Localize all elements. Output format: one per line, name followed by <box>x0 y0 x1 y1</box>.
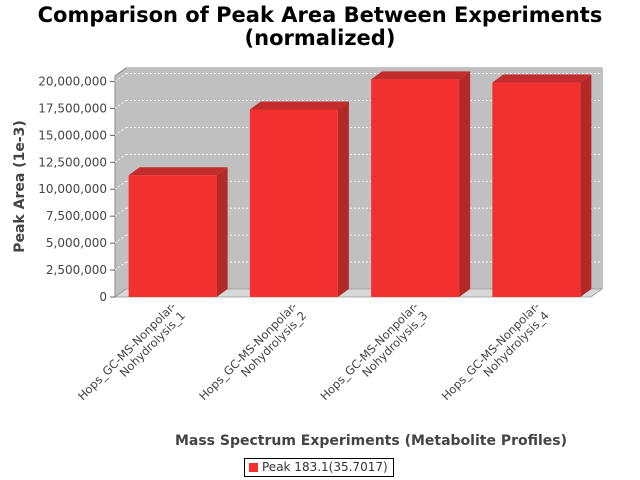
y-tick-label: 10,000,000 <box>38 182 107 196</box>
bar-top <box>128 167 228 176</box>
legend-swatch <box>249 463 258 472</box>
y-tick-label: 17,500,000 <box>38 101 107 115</box>
x-tick-label: Hops_GC-MS-Nonpolar- <box>317 299 421 403</box>
x-tick-label-group: Hops_GC-MS-Nonpolar-Nohydrolysis_3 <box>317 299 430 403</box>
x-tick-label: Hops_GC-MS-Nonpolar- <box>75 299 179 403</box>
y-axis-label: Peak Area (1e-3) <box>12 120 28 253</box>
x-tick-label: Hops_GC-MS-Nonpolar- <box>439 299 543 403</box>
bar-side <box>337 101 349 297</box>
y-tick-label: 0 <box>99 290 107 304</box>
plot-corner-line <box>114 67 127 77</box>
legend: Peak 183.1(35.7017) <box>244 458 394 477</box>
y-tick-label: 5,000,000 <box>46 236 107 250</box>
bar-top <box>249 101 349 110</box>
bar-side <box>216 167 228 297</box>
y-tick-label: 7,500,000 <box>46 209 107 223</box>
x-tick-label-group: Hops_GC-MS-Nonpolar-Nohydrolysis_1 <box>75 299 188 403</box>
y-tick-label: 20,000,000 <box>38 74 107 88</box>
legend-label: Peak 183.1(35.7017) <box>262 460 388 474</box>
chart-title-line-2: (normalized) <box>244 26 396 50</box>
x-axis-label: Mass Spectrum Experiments (Metabolite Pr… <box>175 433 567 449</box>
y-tick-label: 15,000,000 <box>38 128 107 142</box>
x-tick-label-group: Hops_GC-MS-Nonpolar-Nohydrolysis_2 <box>196 299 309 403</box>
bar <box>492 82 581 297</box>
y-tick-label: 2,500,000 <box>46 263 107 277</box>
bar <box>249 109 338 297</box>
bar-side <box>459 71 471 297</box>
chart-title-line-1: Comparison of Peak Area Between Experime… <box>37 3 603 27</box>
x-tick-label: Hops_GC-MS-Nonpolar- <box>196 299 300 403</box>
bar <box>371 79 460 297</box>
y-tick-label: 12,500,000 <box>38 155 107 169</box>
bar-side <box>580 74 592 297</box>
bar-top <box>371 71 471 80</box>
bar <box>128 175 217 297</box>
x-tick-label-group: Hops_GC-MS-Nonpolar-Nohydrolysis_4 <box>439 299 552 403</box>
bar-top <box>492 74 592 83</box>
